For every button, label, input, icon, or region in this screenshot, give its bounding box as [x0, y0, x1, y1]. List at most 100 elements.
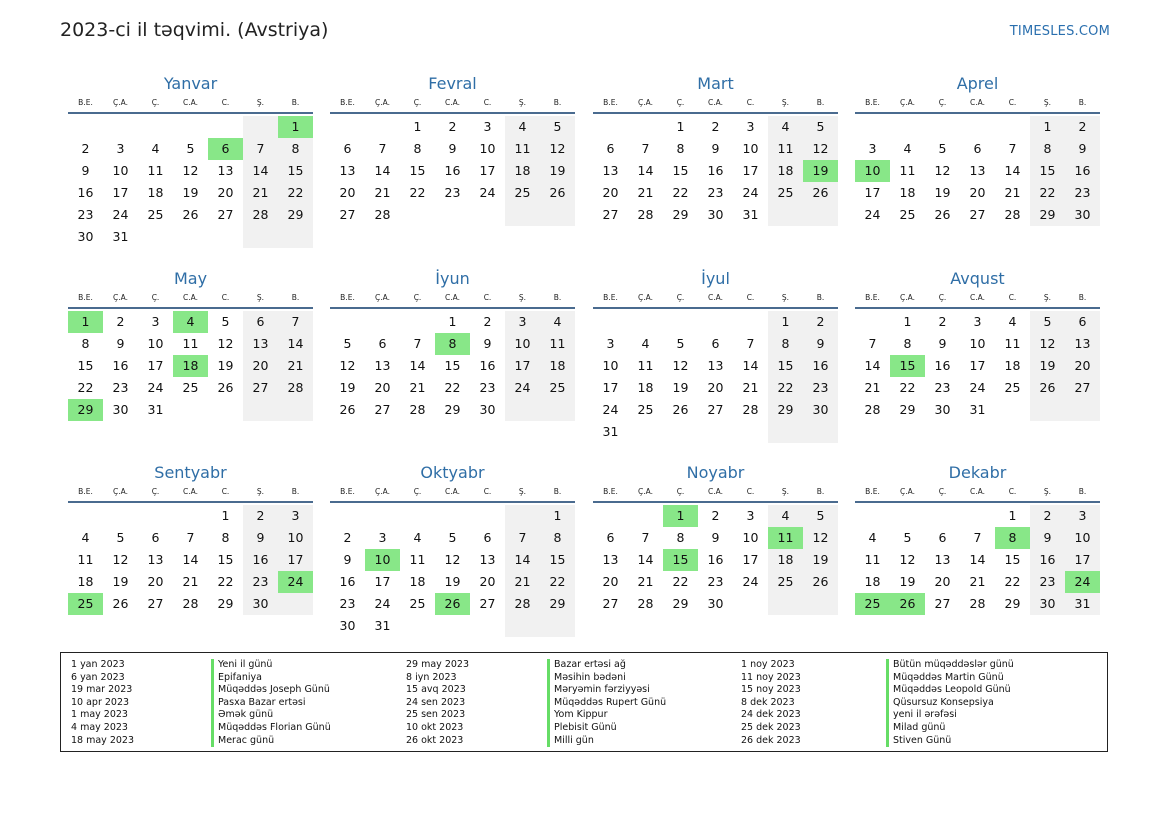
empty-cell	[733, 593, 768, 615]
weekday-label: B.	[816, 293, 825, 302]
legend-holiday-name: Yeni il günü	[211, 659, 331, 672]
day-cell: 22	[77, 380, 94, 395]
day-cell: 12	[217, 336, 234, 351]
day-cell: 15	[890, 355, 925, 377]
month-block: Avqust B.E. Ç.A. Ç. C.A. C. Ş. B. 1 2 3 4 5 6 7 8 9 10 11 1…	[855, 267, 1100, 421]
legend-holiday-name: Müqəddəs Florian Günü	[211, 721, 331, 735]
day-cell: 19	[1030, 355, 1065, 377]
day-cell: 7	[278, 311, 313, 333]
day-cell: 28	[243, 204, 278, 226]
day-cell: 21	[1004, 185, 1021, 200]
empty-cell	[173, 505, 208, 527]
weekday-label: C.A.	[969, 98, 985, 107]
legend-holiday-name: Stiven Günü	[886, 734, 1014, 748]
day-cell: 1	[663, 505, 698, 527]
day-cell: 17	[742, 163, 759, 178]
day-cell: 9	[711, 530, 720, 545]
day-cell: 4	[641, 336, 650, 351]
day-cell: 30	[77, 229, 94, 244]
brand-link[interactable]: TIMESLES.COM	[1009, 24, 1110, 39]
weekday-label: Ç.	[938, 487, 947, 496]
day-cell: 17	[278, 549, 313, 571]
day-cell: 19	[540, 160, 575, 182]
day-cell: 8	[676, 530, 685, 545]
day-cell: 5	[676, 336, 685, 351]
legend-holiday-name: Bazar ertəsi ağ	[547, 659, 666, 672]
empty-cell	[890, 116, 925, 138]
weekday-label: B.E.	[78, 293, 93, 302]
weekday-label: Ç.A.	[637, 293, 653, 302]
weekday-label: B.E.	[78, 487, 93, 496]
day-cell: 24	[278, 571, 313, 593]
day-cell: 2	[1065, 116, 1100, 138]
day-cell: 27	[602, 207, 619, 222]
day-cell: 2	[343, 530, 352, 545]
month-block: Sentyabr B.E. Ç.A. Ç. C.A. C. Ş. B. 1 2 3 4 5 6 7 8 9 10 1…	[68, 461, 313, 615]
day-cell: 28	[742, 402, 759, 417]
empty-cell	[505, 399, 540, 421]
weekday-label: C.A.	[182, 293, 198, 302]
day-cell: 12	[182, 163, 199, 178]
day-cell: 26	[803, 182, 838, 204]
day-cell: 6	[1065, 311, 1100, 333]
empty-cell	[663, 421, 698, 443]
day-cell: 31	[602, 424, 619, 439]
empty-cell	[173, 399, 208, 421]
day-cell: 9	[448, 141, 457, 156]
day-cell: 29	[278, 204, 313, 226]
weekday-label: Ç.A.	[112, 98, 128, 107]
holiday-legend: 1 yan 2023 6 yan 2023 19 mar 2023 10 apr 20…	[60, 652, 1108, 752]
day-cell: 11	[768, 138, 803, 160]
legend-date: 10 apr 2023	[71, 696, 130, 708]
month-block: İyul B.E. Ç.A. Ç. C.A. C. Ş. B. 1 2 3 4 5 6 7 8 9 10 11 12 1…	[593, 267, 838, 443]
day-cell: 23	[1065, 182, 1100, 204]
day-grid: 1 2 3 4 5 6 7 8 9 10 11 12 13 14 15 16 17 18 19 20 21 22 23 24 2…	[68, 116, 313, 248]
legend-date-column: 1 yan 2023 6 yan 2023 19 mar 2023 10 apr 20…	[71, 659, 134, 747]
day-cell: 22	[540, 571, 575, 593]
day-cell: 6	[208, 138, 243, 160]
day-grid: 1 2 3 4 5 6 7 8 9 10 11 12 13 14 15 16 17 18 19 20 21 22 23 24 2…	[593, 311, 838, 443]
day-cell: 14	[864, 358, 881, 373]
empty-cell	[960, 116, 995, 138]
empty-cell	[400, 615, 435, 637]
empty-cell	[540, 615, 575, 637]
empty-cell	[365, 116, 400, 138]
day-cell: 26	[672, 402, 689, 417]
weekday-header: B.E. Ç.A. Ç. C.A. C. Ş. B.	[330, 485, 575, 503]
weekday-label: C.A.	[182, 98, 198, 107]
weekday-label: Ç.A.	[637, 487, 653, 496]
day-cell: 27	[1065, 377, 1100, 399]
legend-date: 6 yan 2023	[71, 671, 125, 683]
day-cell: 22	[1004, 574, 1021, 589]
empty-cell	[593, 505, 628, 527]
day-cell: 15	[278, 160, 313, 182]
weekday-header: B.E. Ç.A. Ç. C.A. C. Ş. B.	[855, 291, 1100, 309]
weekday-label: Ş.	[1043, 98, 1052, 107]
empty-cell	[470, 615, 505, 637]
day-cell: 24	[602, 402, 619, 417]
day-cell: 14	[278, 333, 313, 355]
weekday-label: B.E.	[603, 487, 618, 496]
empty-cell	[768, 593, 803, 615]
day-cell: 6	[606, 530, 615, 545]
day-cell: 17	[969, 358, 986, 373]
day-cell: 20	[339, 185, 356, 200]
day-cell: 11	[637, 358, 654, 373]
day-cell: 2	[116, 314, 125, 329]
weekday-label: Ş.	[518, 293, 527, 302]
day-cell: 21	[182, 574, 199, 589]
empty-cell	[593, 311, 628, 333]
legend-date: 11 noy 2023	[741, 671, 801, 683]
legend-holiday-name: Qüsursuz Konsepsiya	[886, 696, 1014, 710]
day-cell: 12	[672, 358, 689, 373]
empty-cell	[768, 204, 803, 226]
day-cell: 30	[803, 399, 838, 421]
day-cell: 9	[116, 336, 125, 351]
weekday-label: Ç.	[938, 98, 947, 107]
empty-cell	[505, 204, 540, 226]
weekday-label: Ç.A.	[899, 487, 915, 496]
empty-cell	[698, 311, 733, 333]
empty-cell	[540, 399, 575, 421]
day-cell: 30	[339, 618, 356, 633]
day-cell: 30	[707, 596, 724, 611]
